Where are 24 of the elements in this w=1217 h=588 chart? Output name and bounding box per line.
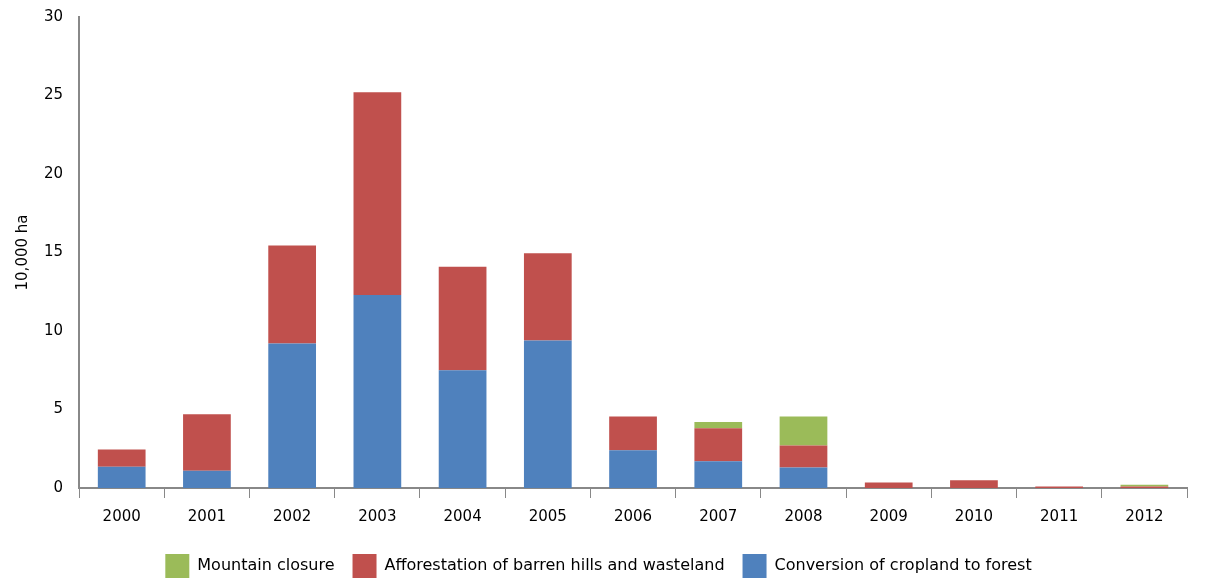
y-tick-label: 25 (43, 85, 64, 104)
x-tick-label: 2012 (1125, 506, 1164, 525)
y-tick-label: 15 (43, 242, 64, 261)
x-tick-label: 2004 (443, 506, 482, 525)
y-tick-label: 20 (43, 163, 64, 182)
x-tick-label: 2006 (613, 506, 653, 525)
x-tick-label: 2007 (699, 506, 738, 525)
x-tick-label: 2011 (1040, 506, 1079, 525)
y-tick-label: 0 (53, 477, 64, 496)
x-tick-label: 2003 (358, 506, 397, 525)
legend-label: Conversion of cropland to forest (774, 555, 1032, 575)
y-tick-label: 30 (43, 6, 64, 25)
x-tick-label: 2000 (102, 506, 141, 525)
x-tick-label: 2009 (869, 506, 908, 525)
x-tick-label: 2001 (187, 506, 227, 525)
y-axis-title: 10,000 ha (12, 214, 31, 291)
x-tick-label: 2008 (784, 506, 823, 525)
x-tick-label: 2002 (273, 506, 312, 525)
y-tick-label: 10 (43, 320, 64, 339)
y-tick-label: 5 (53, 399, 64, 418)
legend-label: Afforestation of barren hills and wasteland (384, 555, 725, 575)
x-tick-label: 2010 (954, 506, 994, 525)
legend-label: Mountain closure (197, 555, 335, 575)
x-tick-label: 2005 (528, 506, 567, 525)
